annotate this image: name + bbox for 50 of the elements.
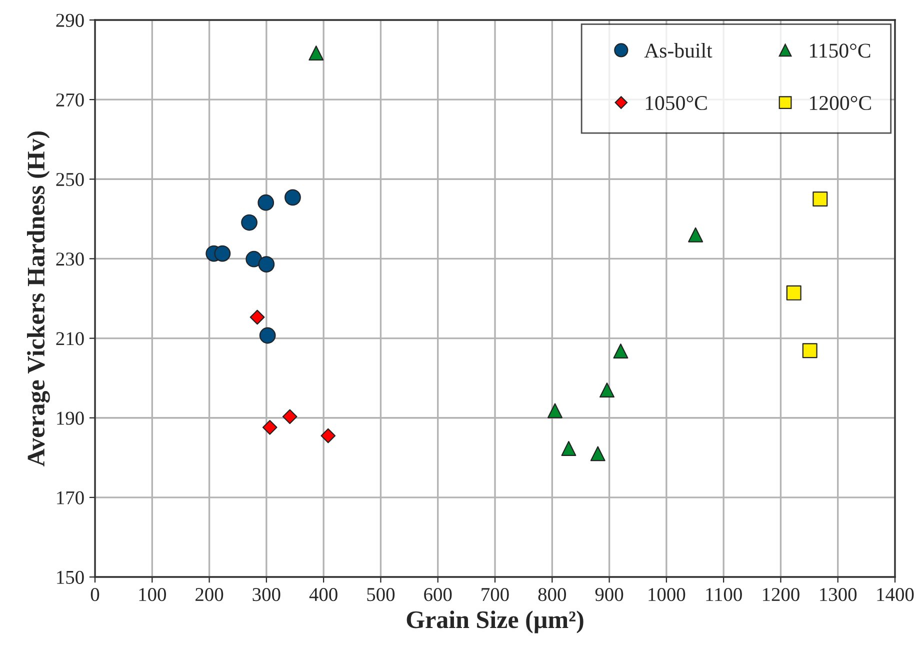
point [548,403,562,418]
x-tick-label: 0 [90,588,100,602]
legend-label: 1150°C [810,44,870,58]
legend-label: 1200°C [810,96,871,110]
x-tick-label: 1000 [648,588,686,602]
y-tick-label: 210 [56,332,84,346]
x-tick-label: 500 [367,588,395,602]
legend-label: As-built [644,43,712,58]
x-tick-label: 800 [538,588,566,602]
point [262,420,278,435]
y-tick-label: 230 [56,252,84,266]
y-tick-label: 190 [57,412,84,425]
legend-label: 1050°C [646,96,707,110]
point [590,446,606,462]
point [308,46,324,61]
y-tick-label: 170 [57,491,84,504]
point [561,440,576,456]
x-tick-label: 1200 [762,588,800,602]
x-axis-title: Grain Size (µm²) [406,610,584,634]
point [241,214,258,231]
point [258,256,275,272]
point [258,194,274,211]
point [812,192,828,207]
x-tick-label: 100 [139,588,166,602]
point [786,285,802,300]
x-tick-label: 400 [309,588,338,602]
x-tick-label: 1400 [877,588,914,602]
point [600,382,614,398]
point [214,245,231,262]
x-tick-label: 1300 [820,588,857,602]
point [802,343,818,358]
point [246,250,262,268]
x-tick-label: 200 [196,588,224,602]
x-tick-label: 600 [424,588,452,602]
y-tick-label: 290 [56,14,84,27]
y-axis-title: Average Vickers Hardness (Hv) [26,131,50,466]
point [250,310,265,325]
point [613,344,628,359]
point [284,189,301,206]
x-tick-label: 900 [595,588,624,602]
x-tick-label: 700 [482,588,509,602]
y-tick-label: 150 [57,570,84,584]
x-tick-label: 1100 [706,588,742,602]
y-tick-label: 270 [56,93,84,107]
point [282,409,298,424]
point [320,428,336,444]
x-tick-label: 300 [252,588,280,602]
point [259,327,276,344]
point [688,227,704,242]
y-tick-label: 250 [56,172,84,186]
